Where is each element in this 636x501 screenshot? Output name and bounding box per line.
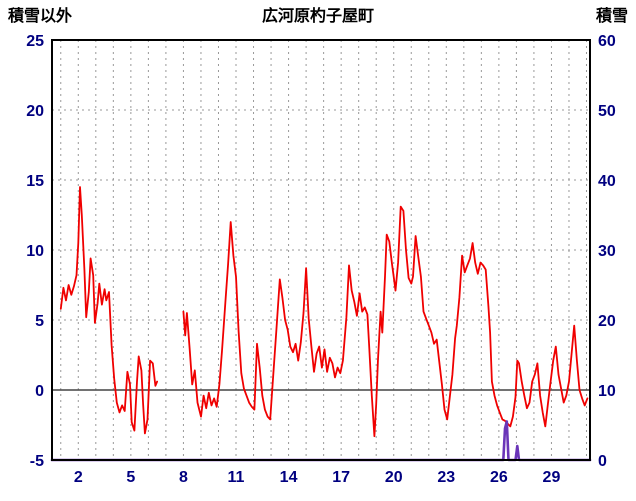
x-tick-label: 5 [126,469,135,486]
right-tick-label: 20 [598,313,616,330]
temperature-line [182,205,589,438]
left-axis-title: 積雪以外 [7,6,72,25]
right-tick-label: 40 [598,173,616,190]
x-tick-label: 23 [437,469,455,486]
plot-border [51,39,591,461]
x-tick-label: 26 [490,469,508,486]
right-tick-label: 50 [598,103,616,120]
left-tick-label: 10 [26,243,44,260]
right-tick-label: 60 [598,33,616,50]
x-tick-label: 20 [385,469,403,486]
x-tick-label: 17 [332,469,350,486]
left-tick-label: 0 [35,383,44,400]
x-tick-label: 8 [179,469,188,486]
x-tick-label: 14 [280,469,298,486]
x-tick-label: 29 [543,469,561,486]
left-tick-label: 25 [26,33,44,50]
right-tick-label: 10 [598,383,616,400]
series-layer [50,186,592,462]
left-tick-label: 5 [35,313,44,330]
left-tick-label: 20 [26,103,44,120]
x-tick-label: 2 [74,469,83,486]
right-tick-label: 30 [598,243,616,260]
chart-title: 広河原杓子屋町 [262,6,374,25]
grid-layer [52,40,590,460]
right-tick-label: 0 [598,453,607,470]
left-tick-label: -5 [30,453,44,470]
x-tick-label: 11 [228,469,245,486]
plot-border-layer [51,39,591,461]
temperature-line [59,186,158,435]
left-tick-label: 15 [26,173,44,190]
right-axis-title: 積雪 [595,6,628,25]
